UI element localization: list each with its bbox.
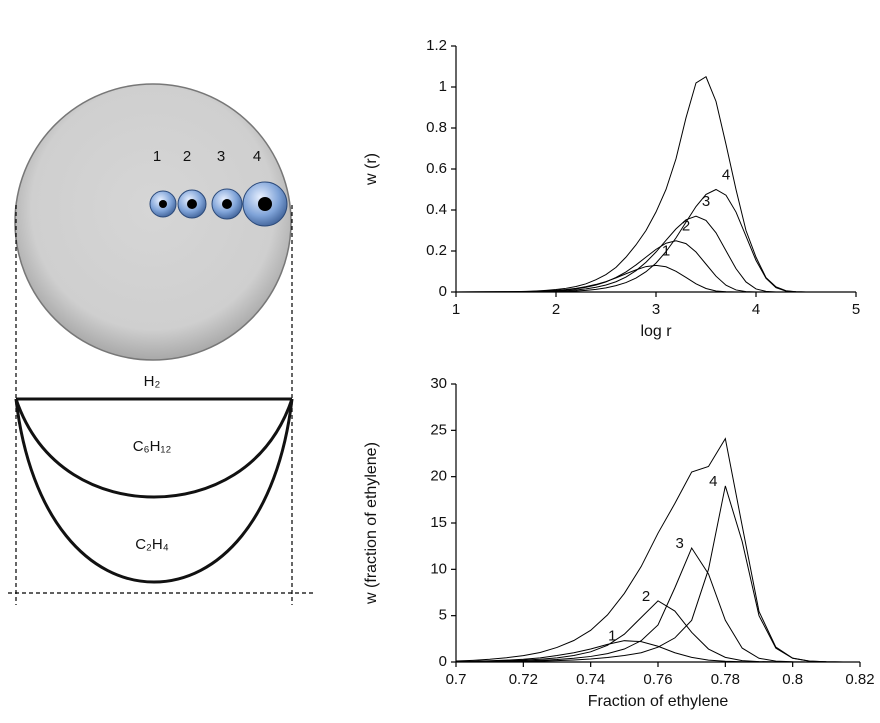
x-tick-label: 3 — [652, 301, 660, 318]
series-line — [455, 437, 860, 663]
series-line — [455, 240, 856, 293]
y-tick-label: 5 — [439, 607, 447, 624]
series-line — [455, 485, 860, 663]
y-tick-label: 0 — [439, 283, 447, 300]
series-line — [455, 546, 860, 663]
x-axis-label: Fraction of ethylene — [588, 693, 729, 710]
series-label: 2 — [682, 218, 690, 235]
y-tick-label: 0.2 — [426, 242, 447, 259]
pore-label: 2 — [183, 148, 191, 165]
particle-diagram: 1 2 3 4 H₂ C₆H₁₂ C₂H₄ — [8, 83, 316, 605]
series-label: 2 — [642, 588, 650, 605]
y-axis-label: w (r) — [363, 153, 380, 186]
x-tick-label: 2 — [552, 301, 560, 318]
series-line — [455, 76, 856, 293]
x-tick-label: 4 — [752, 301, 760, 318]
y-tick-label: 20 — [430, 468, 447, 485]
x-tick-label: 1 — [452, 301, 460, 318]
y-tick-label: 1 — [439, 78, 447, 95]
x-tick-label: 5 — [852, 301, 860, 318]
series-label: 3 — [675, 535, 683, 552]
y-tick-label: 25 — [430, 421, 447, 438]
x-tick-label: 0.76 — [643, 671, 672, 688]
pore-core — [222, 199, 232, 209]
pore-core — [187, 199, 197, 209]
y-tick-label: 0.4 — [426, 201, 447, 218]
x-tick-label: 0.78 — [711, 671, 740, 688]
series-line — [456, 188, 856, 293]
y-axis-label: w (fraction of ethylene) — [363, 442, 380, 605]
x-tick-label: 0.82 — [845, 671, 874, 688]
layer-boundary — [14, 398, 294, 499]
y-tick-label: 0 — [439, 653, 447, 670]
series-line — [455, 600, 860, 663]
series-line — [455, 264, 856, 293]
y-tick-label: 10 — [430, 560, 447, 577]
series-label: 4 — [722, 166, 730, 183]
pore-label: 1 — [153, 148, 161, 165]
x-tick-label: 0.74 — [576, 671, 605, 688]
y-tick-label: 0.8 — [426, 119, 447, 136]
y-tick-label: 0.6 — [426, 160, 447, 177]
layer-boundary — [14, 398, 294, 584]
layer-label: C₆H₁₂ — [133, 438, 172, 455]
layer-label: C₂H₄ — [135, 536, 169, 553]
y-tick-label: 1.2 — [426, 37, 447, 54]
pore-core — [159, 200, 167, 208]
x-tick-label: 0.72 — [509, 671, 538, 688]
x-axis-label: log r — [640, 323, 672, 340]
series-label: 3 — [702, 193, 710, 210]
pore-core — [258, 197, 272, 211]
particle — [14, 83, 292, 361]
y-tick-label: 30 — [430, 375, 447, 392]
x-tick-label: 0.7 — [446, 671, 467, 688]
x-tick-label: 0.8 — [782, 671, 803, 688]
pore-label: 3 — [217, 148, 225, 165]
series-label: 1 — [608, 628, 616, 645]
pore-label: 4 — [253, 148, 261, 165]
layer-label: H₂ — [144, 373, 161, 390]
y-tick-label: 15 — [430, 514, 447, 531]
series-line — [456, 215, 856, 293]
series-label: 4 — [709, 473, 717, 490]
